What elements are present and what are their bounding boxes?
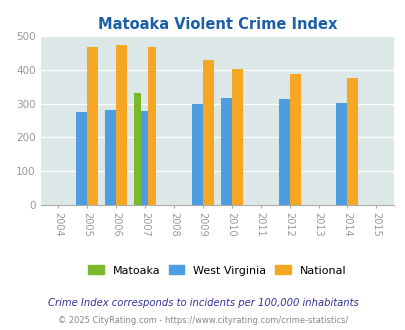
Text: © 2025 CityRating.com - https://www.cityrating.com/crime-statistics/: © 2025 CityRating.com - https://www.city…: [58, 316, 347, 325]
Bar: [141, 111, 148, 205]
Bar: [115, 45, 127, 205]
Bar: [87, 47, 98, 205]
Bar: [148, 48, 155, 205]
Bar: [134, 92, 141, 205]
Bar: [104, 110, 115, 205]
Title: Matoaka Violent Crime Index: Matoaka Violent Crime Index: [97, 17, 336, 32]
Bar: [76, 112, 87, 205]
Bar: [289, 74, 300, 205]
Bar: [336, 103, 347, 205]
Legend: Matoaka, West Virginia, National: Matoaka, West Virginia, National: [83, 261, 350, 280]
Bar: [231, 69, 242, 205]
Bar: [220, 98, 231, 205]
Bar: [278, 99, 289, 205]
Bar: [202, 59, 213, 205]
Bar: [347, 78, 358, 205]
Text: Crime Index corresponds to incidents per 100,000 inhabitants: Crime Index corresponds to incidents per…: [47, 298, 358, 308]
Bar: [191, 104, 202, 205]
